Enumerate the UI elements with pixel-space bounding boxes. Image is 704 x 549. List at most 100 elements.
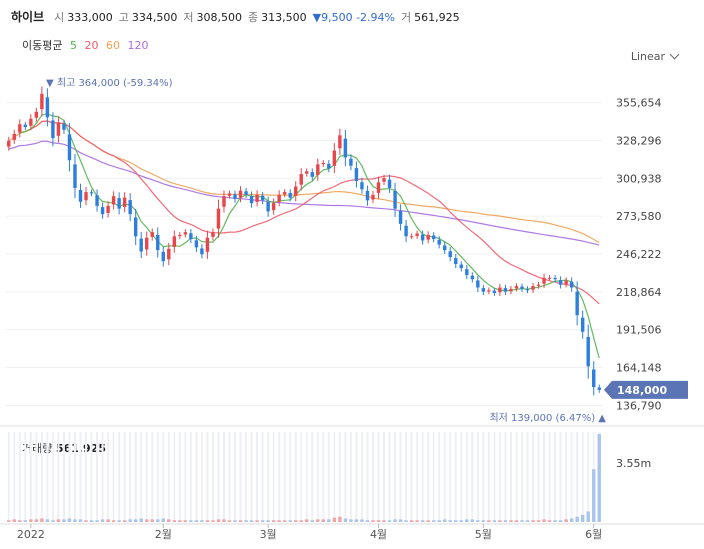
candle-body bbox=[294, 186, 298, 196]
volume-bar bbox=[542, 519, 546, 522]
volume-short-label: 거 bbox=[401, 11, 412, 24]
candle-body bbox=[354, 168, 359, 181]
candle-body bbox=[117, 198, 121, 209]
volume-bar bbox=[167, 519, 171, 522]
volume-bar bbox=[161, 518, 165, 522]
ma5-label: 5 bbox=[69, 39, 77, 52]
volume-bar bbox=[586, 511, 590, 522]
volume-bar bbox=[244, 520, 248, 522]
ma120-line bbox=[8, 140, 600, 246]
volume-bar bbox=[211, 520, 215, 522]
volume-bar bbox=[426, 520, 430, 522]
candle-body bbox=[316, 164, 320, 175]
y-tick-label: 328,296 bbox=[616, 134, 662, 147]
volume-bar bbox=[271, 520, 276, 522]
candle-body bbox=[23, 124, 28, 128]
candle-body bbox=[161, 251, 165, 262]
ma20-line bbox=[25, 120, 600, 305]
candle-body bbox=[288, 192, 292, 198]
volume-bar bbox=[376, 520, 381, 522]
candle-body bbox=[448, 251, 452, 258]
candle-body bbox=[415, 233, 419, 236]
candle-body bbox=[465, 269, 469, 276]
volume-bar bbox=[531, 520, 535, 522]
ma120-label: 120 bbox=[127, 39, 149, 52]
volume-bar bbox=[205, 520, 210, 522]
volume-bar bbox=[56, 519, 61, 522]
candle-body bbox=[56, 122, 61, 136]
x-tick-label: 5월 bbox=[475, 528, 492, 541]
y-tick-label: 164,148 bbox=[616, 362, 662, 375]
y-tick-label: 246,222 bbox=[616, 248, 662, 261]
candle-body bbox=[178, 234, 182, 237]
volume-bar bbox=[89, 520, 94, 522]
volume-bar bbox=[398, 519, 403, 522]
volume-bar bbox=[282, 520, 287, 522]
x-tick-label: 4월 bbox=[370, 528, 387, 541]
volume-bar bbox=[536, 520, 541, 522]
candle-body bbox=[321, 163, 326, 165]
candle-body bbox=[106, 205, 110, 213]
volume-bar bbox=[393, 519, 397, 522]
stock-name: 하이브 bbox=[11, 10, 45, 24]
volume-bar bbox=[514, 520, 519, 522]
scale-label: Linear bbox=[630, 50, 665, 63]
volume-bar bbox=[34, 519, 39, 522]
volume-bar bbox=[7, 520, 11, 522]
candle-body bbox=[498, 287, 502, 293]
candle-body bbox=[443, 245, 447, 251]
volume-bar bbox=[73, 519, 77, 522]
volume-bar bbox=[18, 520, 22, 522]
volume-bar bbox=[156, 519, 160, 522]
candle-body bbox=[145, 237, 149, 250]
x-tick-label: 2월 bbox=[155, 528, 172, 541]
candle-body bbox=[29, 118, 33, 126]
candle-body bbox=[111, 196, 116, 205]
volume-bar bbox=[194, 520, 199, 522]
candle-body bbox=[476, 280, 480, 288]
candle-body bbox=[349, 158, 353, 166]
volume-bar bbox=[448, 520, 452, 522]
candle-body bbox=[382, 178, 386, 182]
volume-bar bbox=[111, 520, 116, 522]
candle-body bbox=[100, 207, 105, 215]
candle-body bbox=[67, 134, 72, 161]
volume-bar bbox=[503, 520, 508, 522]
candle-body bbox=[431, 235, 436, 240]
volume-value: 561,925 bbox=[55, 442, 106, 455]
y-tick-label: 191,506 bbox=[616, 324, 662, 337]
high-annotation: ▼ 최고 364,000 (-59.34%) bbox=[46, 77, 173, 89]
ma5-line bbox=[19, 113, 600, 359]
volume-bar bbox=[509, 520, 513, 522]
candle-body bbox=[233, 194, 237, 199]
candle-body bbox=[133, 217, 138, 237]
candle-body bbox=[454, 258, 458, 264]
candle-body bbox=[376, 182, 381, 193]
candle-body bbox=[45, 97, 50, 118]
volume-bar bbox=[354, 519, 359, 522]
candle-body bbox=[514, 286, 519, 289]
volume-bar bbox=[575, 516, 579, 522]
candle-body bbox=[437, 239, 441, 245]
volume-bar bbox=[443, 519, 447, 522]
candle-body bbox=[156, 234, 160, 251]
ma60-line bbox=[8, 120, 600, 244]
candle-body bbox=[7, 140, 11, 147]
volume-bar bbox=[227, 520, 232, 522]
volume-bar bbox=[343, 518, 348, 522]
candle-body bbox=[387, 179, 392, 188]
volume-bar bbox=[249, 520, 254, 522]
volume-bar bbox=[139, 518, 143, 522]
candle-body bbox=[332, 150, 337, 166]
volume-bar bbox=[150, 519, 154, 522]
candle-body bbox=[205, 237, 210, 252]
candle-body bbox=[244, 191, 248, 195]
volume-bar bbox=[95, 520, 99, 522]
scale-dropdown[interactable]: Linear bbox=[630, 49, 680, 63]
volume-bar bbox=[51, 520, 55, 522]
volume-bar bbox=[67, 518, 72, 522]
volume-bar bbox=[553, 520, 557, 522]
candle-body bbox=[255, 194, 259, 202]
volume-bar bbox=[122, 520, 127, 522]
